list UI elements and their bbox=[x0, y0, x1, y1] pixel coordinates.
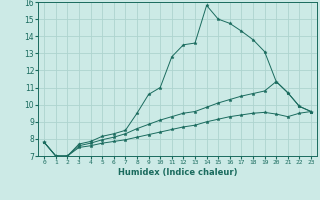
X-axis label: Humidex (Indice chaleur): Humidex (Indice chaleur) bbox=[118, 168, 237, 177]
